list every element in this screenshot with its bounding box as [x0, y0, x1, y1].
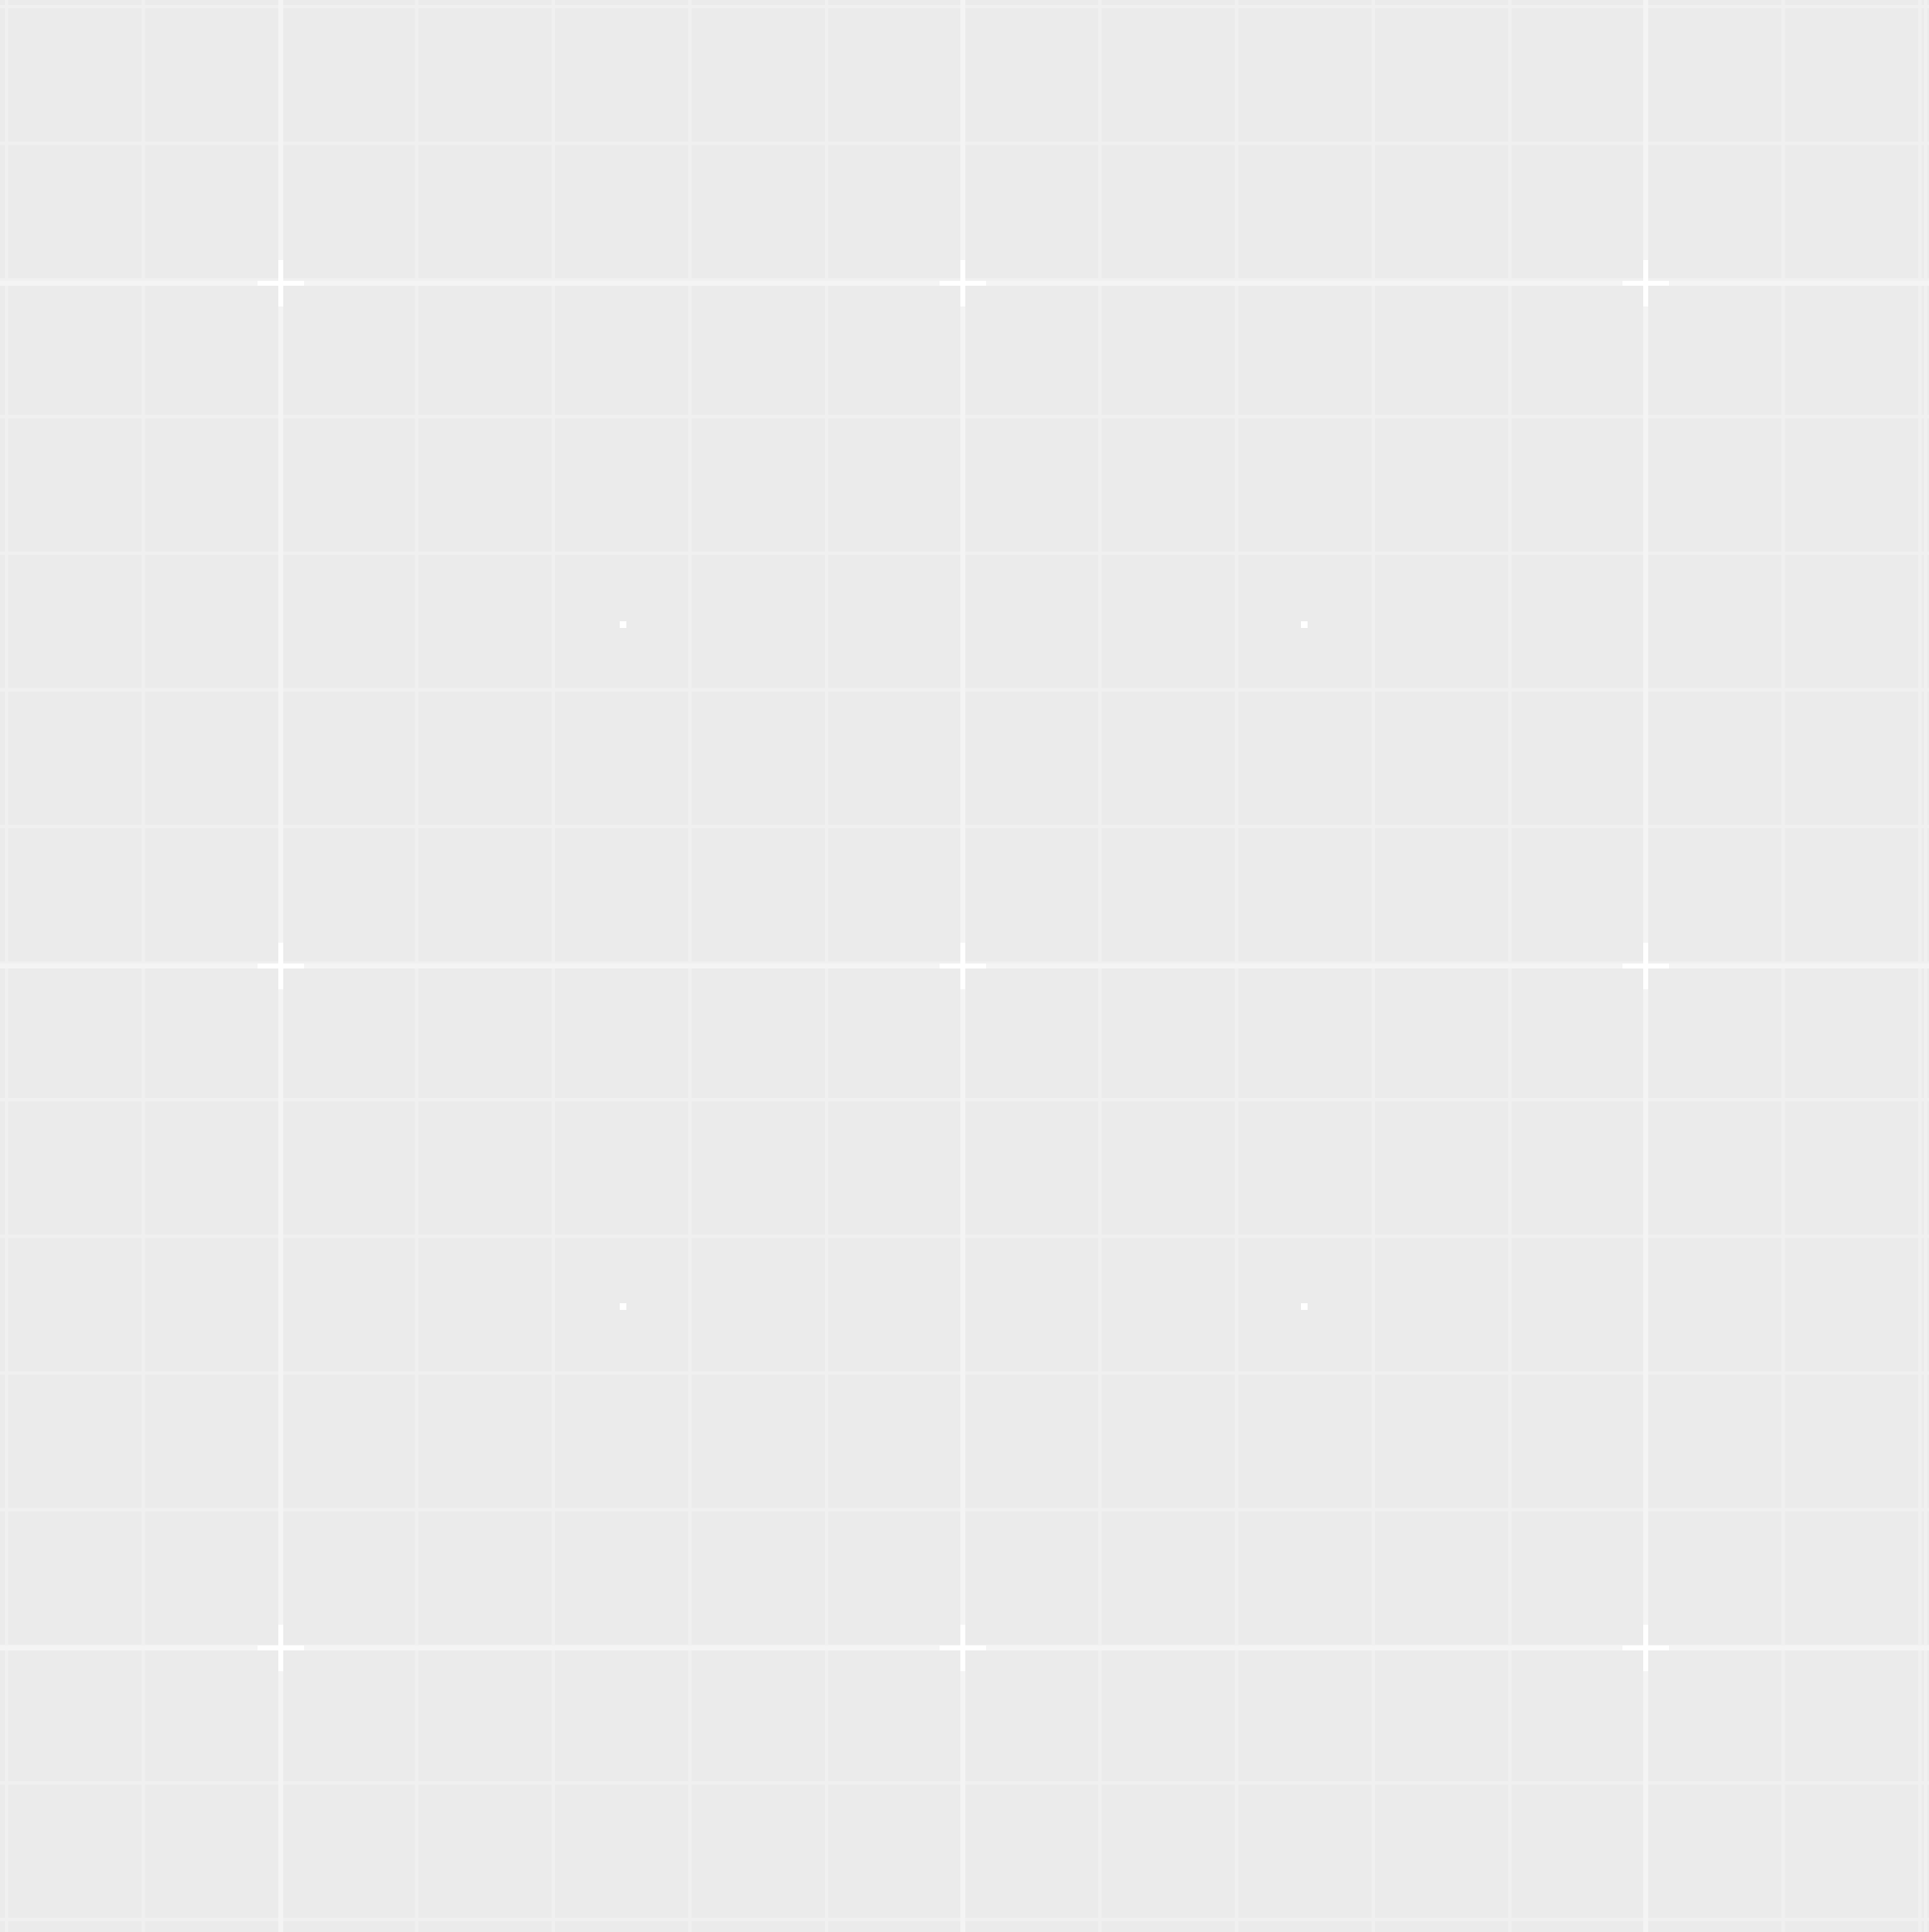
crosshair-markers: [258, 260, 1669, 1671]
center-dot-icon: [1301, 1303, 1308, 1310]
plus-crosshair-icon: [1622, 1625, 1669, 1671]
plus-crosshair-icon: [258, 260, 304, 306]
plus-crosshair-icon: [940, 943, 986, 989]
plus-crosshair-icon: [1622, 260, 1669, 306]
plus-crosshair-icon: [258, 943, 304, 989]
plus-crosshair-icon: [940, 260, 986, 306]
plus-crosshair-icon: [940, 1625, 986, 1671]
center-dot-icon: [1301, 621, 1308, 628]
plus-crosshair-icon: [258, 1625, 304, 1671]
center-dots: [620, 621, 1308, 1310]
plus-crosshair-icon: [1622, 943, 1669, 989]
center-dot-icon: [620, 1303, 626, 1310]
center-dot-icon: [620, 621, 626, 628]
